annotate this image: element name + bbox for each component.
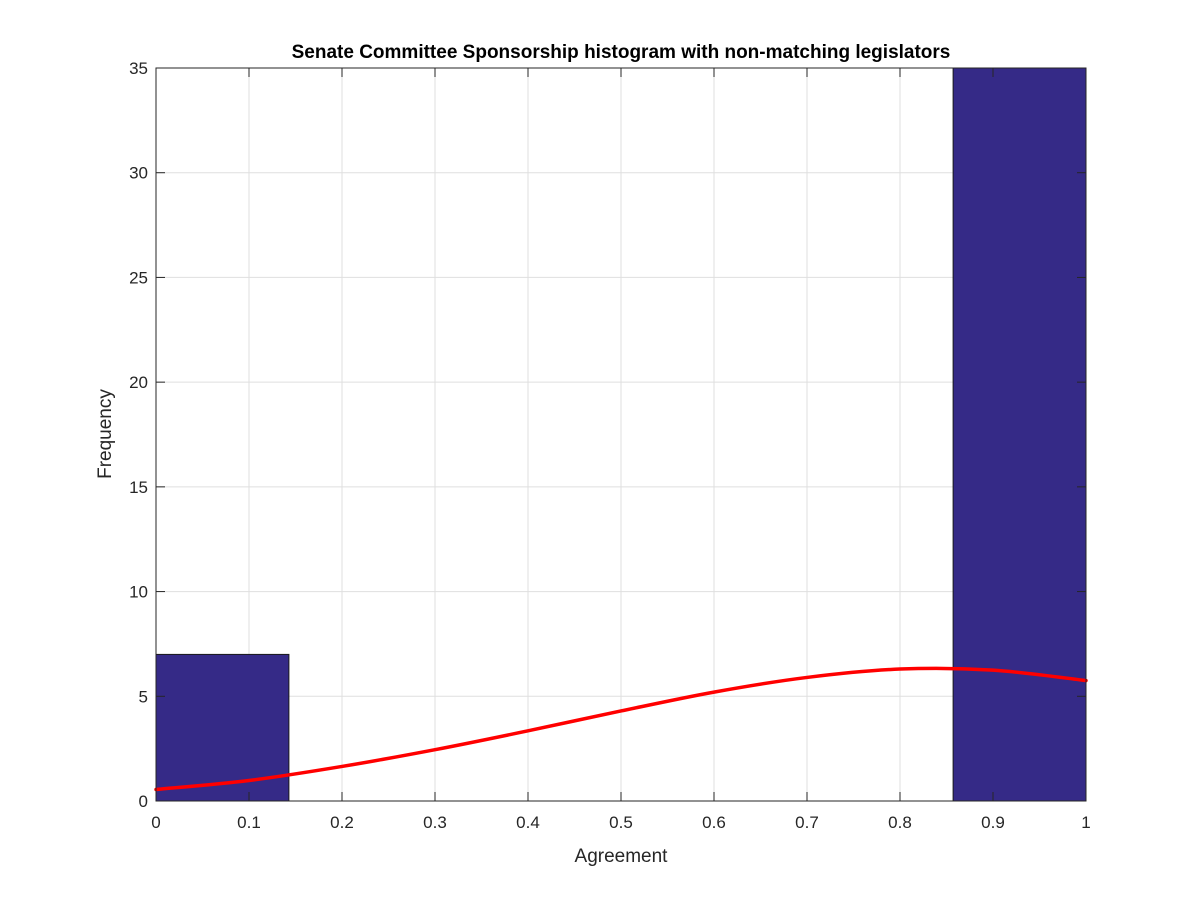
x-tick-label: 0.5 xyxy=(609,813,633,832)
x-tick-label: 0.6 xyxy=(702,813,726,832)
y-tick-label: 10 xyxy=(129,583,148,602)
x-tick-label: 0.3 xyxy=(423,813,447,832)
y-tick-label: 0 xyxy=(139,792,148,811)
histogram-bar xyxy=(952,67,1087,802)
y-axis-label: Frequency xyxy=(95,389,116,479)
tick-layer: 0 0.1 0.2 0.3 0.4 0.5 0.6 0.7 0.8 0.9 105101520253… xyxy=(129,59,1091,832)
y-tick-label: 25 xyxy=(129,268,148,287)
x-tick-label: 1 xyxy=(1081,813,1090,832)
x-tick-label: 0.9 xyxy=(981,813,1005,832)
x-tick-label: 0.4 xyxy=(516,813,540,832)
x-tick-label: 0.2 xyxy=(330,813,354,832)
y-tick-label: 30 xyxy=(129,164,148,183)
y-tick-label: 35 xyxy=(129,59,148,78)
fit-curve-line xyxy=(154,666,1088,792)
y-tick-label: 20 xyxy=(129,373,148,392)
fit-curve-layer xyxy=(154,666,1088,792)
x-axis-label: Agreement xyxy=(575,846,669,867)
x-tick-label: 0.7 xyxy=(795,813,819,832)
x-tick-label: 0 xyxy=(151,813,160,832)
chart-title: Senate Committee Sponsorship histogram w… xyxy=(292,42,951,63)
y-tick-label: 15 xyxy=(129,478,148,497)
x-tick-label: 0.8 xyxy=(888,813,912,832)
x-tick-label: 0.1 xyxy=(237,813,261,832)
grid-layer xyxy=(156,68,1086,801)
y-tick-label: 5 xyxy=(139,687,148,706)
